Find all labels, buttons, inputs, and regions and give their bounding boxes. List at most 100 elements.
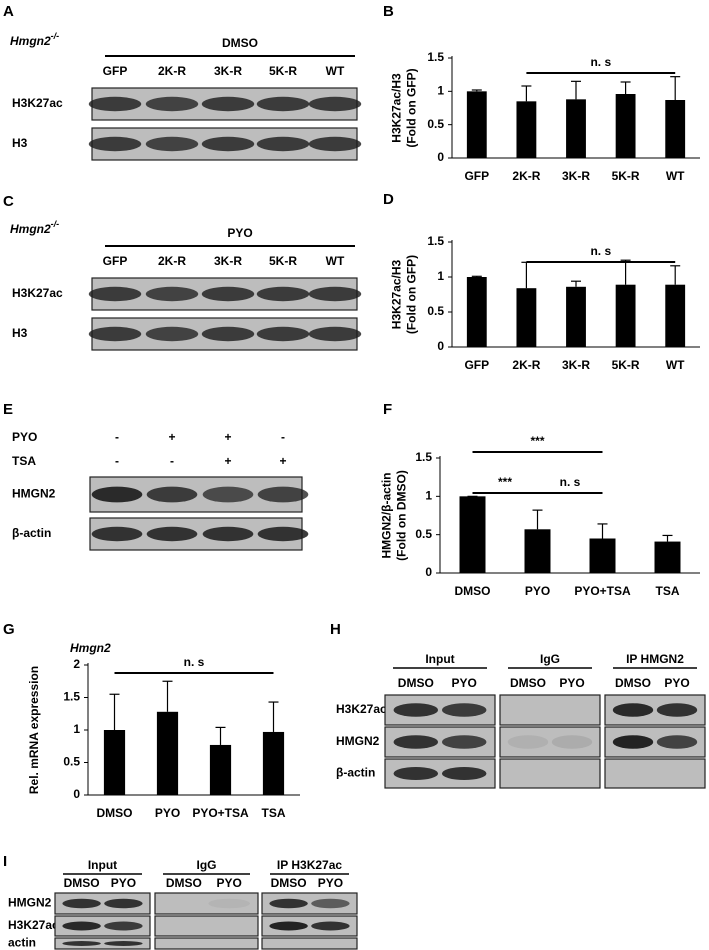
lane-label: 5K-R — [269, 254, 297, 268]
treatment: DMSO — [222, 36, 258, 50]
y-axis-label: (Fold on GFP) — [405, 68, 419, 147]
band — [256, 136, 310, 152]
blot — [154, 937, 259, 950]
row-label: H3 — [12, 326, 28, 340]
error-bar — [670, 265, 681, 285]
genotype-name: Hmgn2 — [10, 222, 51, 236]
x-tick-label: 5K-R — [612, 358, 640, 372]
band — [104, 898, 143, 909]
genotype: Hmgn2-/- — [10, 219, 59, 236]
lane-label: PYO — [559, 676, 584, 690]
blot — [261, 915, 358, 937]
y-tick-label: 1 — [437, 84, 444, 98]
bar — [262, 731, 285, 795]
error-bar — [521, 261, 532, 289]
y-axis-label: HMGN2/β-actin — [380, 473, 394, 559]
error-bar — [597, 523, 608, 539]
condition-mark: + — [168, 430, 175, 444]
y-tick-label: 1.5 — [427, 234, 444, 248]
significance-label: n. s — [590, 244, 611, 258]
condition-mark: - — [115, 430, 119, 444]
bar — [516, 288, 537, 347]
lane-label: 3K-R — [214, 64, 242, 78]
bar — [615, 94, 636, 158]
error-bar — [532, 509, 543, 530]
group-label: Input — [88, 858, 117, 872]
band — [612, 703, 654, 717]
y-tick-label: 1 — [437, 269, 444, 283]
group-label: IP HMGN2 — [626, 652, 684, 666]
group-label: IgG — [197, 858, 217, 872]
band — [612, 735, 654, 749]
group-label: IgG — [540, 652, 560, 666]
lane-label: GFP — [103, 64, 128, 78]
error-bar — [620, 259, 631, 285]
band — [145, 286, 199, 302]
panel-label: H — [330, 621, 341, 638]
error-bar — [571, 80, 581, 100]
bar — [524, 529, 551, 573]
bar — [665, 284, 686, 347]
y-tick-label: 1.5 — [427, 50, 444, 64]
y-axis-label: (Fold on DMSO) — [395, 470, 409, 561]
lane-label: WT — [326, 64, 345, 78]
bar — [566, 286, 586, 347]
band — [201, 286, 255, 302]
row-label: HMGN2 — [336, 734, 380, 748]
y-tick-label: 0.5 — [63, 755, 80, 769]
band — [311, 898, 350, 909]
y-tick-label: 0 — [425, 565, 432, 579]
error-bar — [109, 693, 120, 730]
band — [551, 735, 593, 749]
band — [202, 486, 254, 503]
lane-label: PYO — [664, 676, 689, 690]
band — [269, 921, 308, 931]
x-tick-label: 5K-R — [612, 169, 640, 183]
band — [656, 735, 698, 749]
panel-label: A — [3, 3, 14, 20]
band — [201, 326, 255, 342]
band — [269, 898, 308, 909]
band — [88, 286, 142, 302]
blot — [499, 726, 601, 758]
band — [91, 526, 143, 542]
panel-label: D — [383, 191, 394, 208]
blot — [54, 892, 151, 915]
band — [441, 766, 487, 781]
condition-mark: + — [279, 454, 286, 468]
row-label: H3K27ac — [12, 96, 63, 110]
lane-label: 2K-R — [158, 64, 186, 78]
band — [91, 486, 143, 503]
band — [441, 703, 487, 717]
lane-label: DMSO — [64, 876, 100, 890]
band — [62, 898, 101, 909]
significance-label: n. s — [560, 475, 581, 489]
error-bar — [471, 89, 482, 92]
band — [441, 735, 487, 749]
y-tick-label: 1.5 — [63, 690, 80, 704]
significance-label: *** — [498, 475, 512, 489]
band — [507, 735, 549, 749]
genotype-superscript: -/- — [51, 219, 60, 229]
band — [208, 898, 251, 909]
band — [393, 766, 439, 781]
band — [202, 526, 254, 542]
band — [88, 96, 142, 112]
band — [393, 703, 439, 717]
band — [256, 96, 310, 112]
y-tick-label: 0.5 — [427, 117, 444, 131]
panel-label: E — [3, 401, 13, 418]
lane-label: GFP — [103, 254, 128, 268]
x-tick-label: 2K-R — [512, 169, 540, 183]
band — [308, 136, 362, 152]
y-tick-label: 0 — [73, 787, 80, 801]
condition-mark: + — [224, 454, 231, 468]
row-label: H3 — [12, 136, 28, 150]
treatment: PYO — [227, 226, 252, 240]
row-label: H3K27ac — [336, 702, 387, 716]
condition-mark: - — [115, 454, 119, 468]
blot — [54, 937, 151, 950]
x-tick-label: PYO+TSA — [192, 806, 249, 820]
panel-label: C — [3, 193, 14, 210]
lane-label: WT — [326, 254, 345, 268]
